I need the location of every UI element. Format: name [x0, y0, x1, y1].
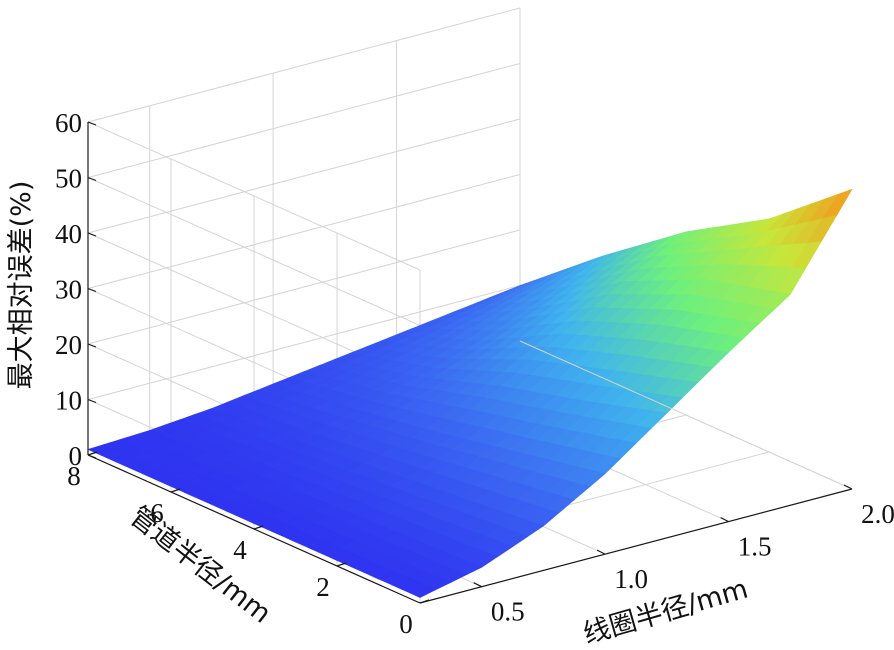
- grid-line-z: [87, 63, 521, 178]
- y-tick-label: 6: [150, 498, 164, 528]
- x-tick-mark: [720, 517, 729, 523]
- tick-labels: 0 10 20 30 40 50 60 0 2 4 6 8 0.5 1.0 1.5 2.0: [55, 108, 894, 639]
- z-tick-label: 30: [55, 275, 82, 305]
- z-tick-mark: [87, 232, 97, 237]
- z-tick-label: 20: [55, 330, 82, 360]
- surface-patch: [405, 583, 437, 598]
- y-tick-label: 0: [399, 609, 413, 639]
- x-tick-label: 2.0: [861, 499, 894, 529]
- z-tick-mark: [87, 121, 97, 126]
- x-tick-mark: [473, 582, 482, 588]
- y-tick-mark: [87, 451, 98, 456]
- x-tick-mark: [843, 484, 853, 490]
- z-tick-label: 10: [55, 386, 82, 416]
- x-tick-label: 1.0: [614, 564, 648, 594]
- grid-line-z: [87, 229, 521, 345]
- z-tick-label: 0: [69, 441, 83, 471]
- x-axis-line: [419, 488, 853, 604]
- z-tick-label: 40: [55, 219, 82, 249]
- y-tick-label: 8: [67, 461, 81, 491]
- z-tick-mark: [87, 398, 97, 404]
- y-tick-mark: [336, 562, 347, 567]
- z-tick-mark: [87, 176, 97, 182]
- z-axis-label: 最大相对误差(%): [6, 181, 37, 390]
- z-tick-mark: [87, 287, 97, 293]
- grid-line-z: [87, 118, 521, 234]
- z-tick-mark: [87, 343, 97, 348]
- y-tick-mark: [253, 525, 264, 530]
- x-tick-label: 1.5: [738, 532, 772, 562]
- y-tick-mark: [170, 488, 181, 493]
- grid-line-z: [87, 7, 521, 123]
- floor-edge: [519, 340, 853, 490]
- y-tick-label: 4: [233, 535, 247, 565]
- grid-line-z: [87, 285, 521, 400]
- y-tick-label: 2: [316, 572, 330, 602]
- grid-line-z: [87, 174, 521, 289]
- surface-plot: [87, 188, 853, 598]
- y-tick-mark: [419, 599, 430, 604]
- x-axis-label: 线圈半径/mm: [580, 574, 752, 650]
- z-tick-label: 50: [55, 164, 82, 194]
- x-tick-mark: [596, 549, 606, 555]
- z-tick-label: 60: [55, 108, 82, 138]
- z-tick-mark: [87, 454, 97, 459]
- x-tick-label: 0.5: [491, 597, 525, 627]
